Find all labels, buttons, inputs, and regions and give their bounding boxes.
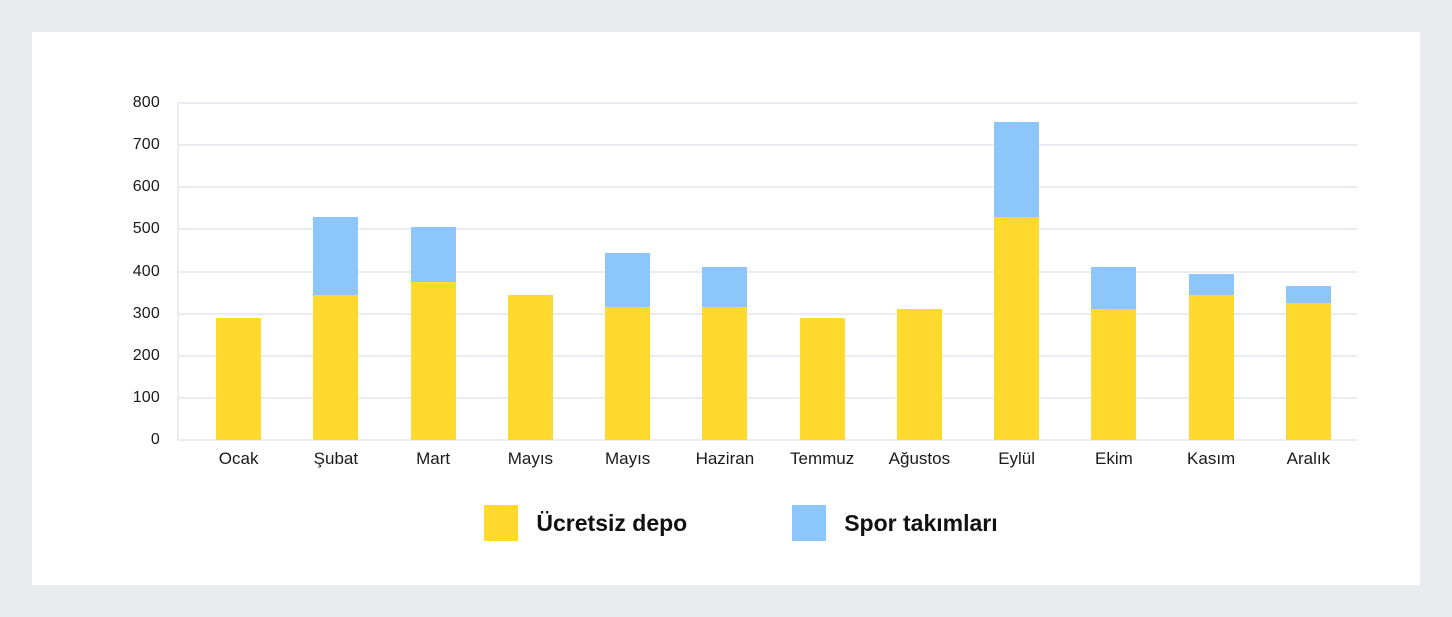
bar-slot-9 bbox=[968, 103, 1065, 440]
legend-swatch-yellow bbox=[484, 505, 519, 541]
bar-segment bbox=[313, 216, 359, 295]
y-axis-line bbox=[177, 103, 179, 441]
bar-segment bbox=[1188, 273, 1234, 295]
legend-item-spor-takimlari: Spor takımları bbox=[792, 505, 998, 541]
bar-segment bbox=[994, 216, 1040, 440]
bar-segment bbox=[994, 121, 1040, 217]
y-tick-label-400: 400 bbox=[132, 262, 160, 280]
x-tick-label-9: Eylül bbox=[998, 449, 1036, 468]
bars-row bbox=[190, 103, 1357, 440]
bar-segment bbox=[1091, 267, 1137, 310]
x-tick-label-8: Ağustos bbox=[888, 449, 951, 468]
legend: Ücretsiz depo Spor takımları bbox=[47, 505, 1435, 541]
legend-item-ucretsiz-depo: Ücretsiz depo bbox=[484, 505, 687, 541]
bar-slot-7 bbox=[774, 103, 871, 440]
bar-segment bbox=[1285, 303, 1331, 440]
gridline-800 bbox=[177, 102, 1357, 104]
y-tick-label-100: 100 bbox=[132, 388, 160, 406]
x-tick-label-7: Temmuz bbox=[790, 449, 855, 468]
x-tick-label-1: Ocak bbox=[218, 449, 259, 468]
x-tick-label-4: Mayıs bbox=[507, 449, 554, 468]
y-tick-label-0: 0 bbox=[150, 431, 160, 448]
bar-slot-10 bbox=[1065, 103, 1162, 440]
bar-segment bbox=[702, 267, 748, 308]
bar-slot-3 bbox=[385, 103, 482, 440]
stacked-bar-5 bbox=[605, 252, 651, 440]
x-tick-label-12: Aralık bbox=[1286, 449, 1331, 468]
y-tick-label-300: 300 bbox=[132, 304, 160, 322]
bar-segment bbox=[507, 294, 553, 440]
x-tick-label-3: Mart bbox=[416, 449, 451, 468]
stacked-bar-3 bbox=[410, 227, 456, 440]
y-axis-labels: 800 700 600 500 400 300 200 100 0 bbox=[32, 94, 160, 448]
bar-segment bbox=[1285, 286, 1331, 304]
y-tick-label-600: 600 bbox=[132, 178, 160, 196]
x-tick-label-2: Şubat bbox=[313, 449, 359, 468]
y-tick-label-200: 200 bbox=[132, 346, 160, 364]
bar-segment bbox=[313, 294, 359, 440]
stacked-bar-12 bbox=[1285, 286, 1331, 440]
legend-label-ucretsiz-depo: Ücretsiz depo bbox=[536, 509, 688, 536]
stacked-bar-10 bbox=[1091, 267, 1137, 440]
gridline-500 bbox=[177, 228, 1357, 231]
bar-slot-6 bbox=[676, 103, 773, 440]
bar-slot-1 bbox=[190, 103, 287, 440]
bar-segment bbox=[410, 282, 456, 440]
bar-segment bbox=[702, 307, 748, 440]
x-axis-labels: Ocak Şubat Mart Mayıs Mayıs Haziran Temmuz Ağus… bbox=[190, 440, 1357, 469]
bar-segment bbox=[799, 317, 845, 440]
x-tick-label-5: Mayıs bbox=[604, 449, 651, 468]
stacked-bar-4 bbox=[507, 294, 553, 440]
gridline-400 bbox=[177, 270, 1357, 273]
bar-slot-2 bbox=[287, 103, 384, 440]
gridline-600 bbox=[177, 186, 1357, 189]
y-tick-label-800: 800 bbox=[132, 94, 160, 111]
bar-slot-5 bbox=[579, 103, 676, 440]
bar-segment bbox=[896, 309, 942, 440]
y-tick-label-700: 700 bbox=[132, 136, 160, 154]
x-tick-label-10: Ekim bbox=[1094, 449, 1133, 468]
bar-segment bbox=[1188, 294, 1234, 440]
x-tick-label-6: Haziran bbox=[695, 449, 755, 468]
stacked-bar-7 bbox=[799, 317, 845, 440]
legend-label-spor-takimlari: Spor takımları bbox=[844, 509, 998, 536]
legend-swatch-blue bbox=[792, 505, 827, 541]
stacked-bar-9 bbox=[994, 121, 1040, 440]
gridline-200 bbox=[177, 354, 1357, 357]
y-tick-label-500: 500 bbox=[132, 220, 160, 238]
x-tick-label-11: Kasım bbox=[1187, 449, 1236, 468]
bar-segment bbox=[216, 317, 262, 440]
bar-slot-11 bbox=[1163, 103, 1260, 440]
gridline-300 bbox=[177, 312, 1357, 315]
bar-segment bbox=[410, 227, 456, 283]
bar-slot-12 bbox=[1260, 103, 1357, 440]
stacked-bar-1 bbox=[216, 317, 262, 440]
stacked-bar-2 bbox=[313, 216, 359, 440]
chart-card: 800 700 600 500 400 300 200 100 0 Ocak Şubat Mart M… bbox=[32, 32, 1420, 585]
gridline-100 bbox=[177, 396, 1357, 399]
gridline-0 bbox=[177, 439, 1357, 441]
bar-slot-4 bbox=[482, 103, 579, 440]
stacked-bar-11 bbox=[1188, 273, 1234, 440]
stacked-bar-6 bbox=[702, 267, 748, 440]
bar-slot-8 bbox=[871, 103, 968, 440]
bar-segment bbox=[1091, 309, 1137, 440]
stacked-bar-8 bbox=[896, 309, 942, 440]
gridline-700 bbox=[177, 144, 1357, 147]
bar-segment bbox=[605, 307, 651, 440]
plot-area: Ocak Şubat Mart Mayıs Mayıs Haziran Temmuz Ağus… bbox=[177, 102, 1357, 468]
bar-segment bbox=[605, 252, 651, 308]
